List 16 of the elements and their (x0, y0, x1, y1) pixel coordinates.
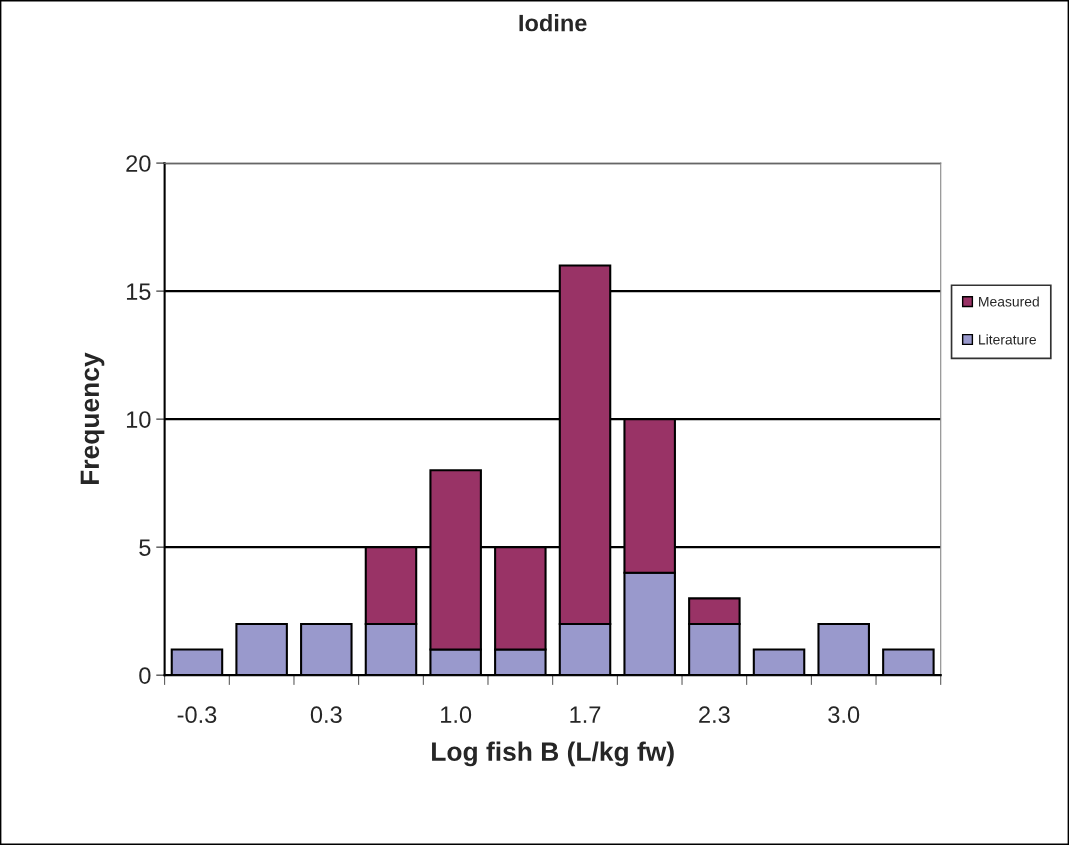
y-axis-title: Frequency (80, 352, 105, 485)
x-tick-label: 0.3 (310, 706, 342, 724)
y-tick-label: 15 (126, 283, 151, 300)
x-axis-title: Log fish B (L/kg fw) (432, 741, 674, 767)
y-tick-label: 5 (139, 539, 151, 556)
x-tick-label: 1.7 (570, 706, 601, 723)
x-tick-label: -0.3 (177, 706, 217, 724)
y-tick-label: 10 (126, 411, 151, 428)
x-tick-label: 2.3 (699, 706, 730, 724)
legend-label: Literature (979, 334, 1036, 345)
chart-title: Iodine (519, 14, 587, 32)
legend-label: Measured (979, 296, 1039, 307)
x-tick-label: 3.0 (828, 706, 860, 724)
y-tick-label: 20 (126, 155, 151, 172)
x-tick-label: 1.0 (441, 706, 472, 724)
y-tick-label: 0 (139, 667, 151, 684)
